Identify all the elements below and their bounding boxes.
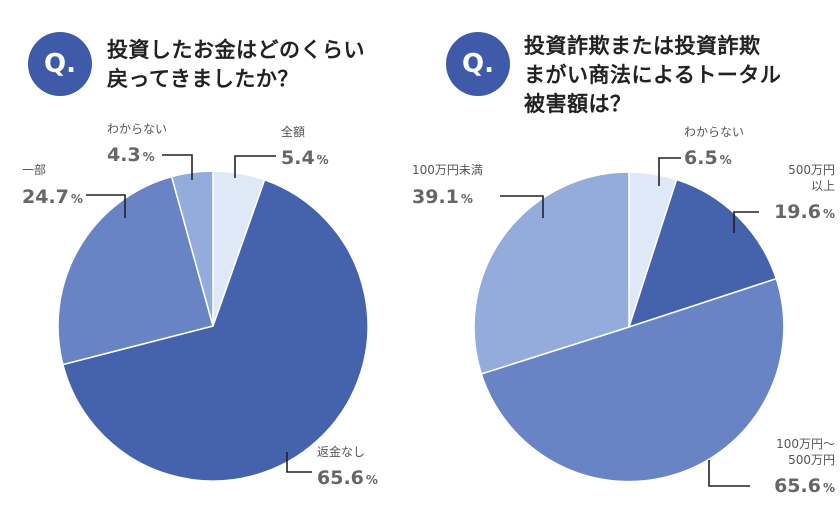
slice-label: わからない — [107, 122, 167, 136]
chart-title-line: 投資したお金はどのくらい — [107, 38, 365, 62]
pie-slice — [480, 277, 785, 483]
chart-title-line: まがい商法によるトータル — [524, 63, 782, 87]
slice-label: 100万円未満 — [412, 163, 483, 177]
pie-slice — [61, 178, 369, 482]
slice-label: わからない — [684, 125, 744, 139]
slice-value: 19.6% — [774, 201, 835, 223]
question-badge: Q. — [446, 32, 510, 96]
leader-line — [658, 157, 681, 186]
slice-value: 6.5% — [684, 147, 732, 169]
slice-label: 100万円～ — [776, 437, 835, 451]
pie-chart-return: 全額 5.4 % 返金なし 65.6 % 一部 24.7 % わからない 4.3% — [22, 122, 378, 489]
question-badge-label: Q. — [44, 49, 76, 79]
slice-value: 65.6% — [317, 467, 378, 489]
leader-line — [234, 155, 276, 178]
chart-title-line: 戻ってきましたか？ — [107, 67, 299, 91]
question-badge: Q. — [28, 32, 92, 96]
leader-line — [733, 211, 759, 233]
leader-line — [162, 154, 193, 180]
pie-panel-return: Q. 投資したお金はどのくらい 戻ってきましたか？ 全額 5.4% 返金なし 65.6… — [22, 32, 378, 489]
leader-line — [500, 195, 544, 218]
slice-label: 500万円 — [788, 453, 835, 467]
question-badge-label: Q. — [462, 49, 494, 79]
slice-label: 全額 — [281, 124, 305, 139]
slice-label: 500万円 — [788, 163, 835, 177]
chart-title-line: 投資詐欺または投資詐欺 — [524, 34, 761, 58]
slice-label: 以上 — [811, 179, 835, 193]
chart-title: 投資詐欺または投資詐欺 まがい商法によるトータル 被害額は？ — [524, 32, 781, 119]
slice-label: 一部 — [22, 162, 46, 177]
slice-value: 65.6% — [774, 475, 835, 497]
slice-value: 24.7% — [22, 186, 83, 208]
slice-label: 返金なし — [317, 444, 365, 459]
pie-slice — [473, 171, 630, 375]
leader-line — [286, 452, 312, 473]
leader-line — [708, 460, 750, 487]
slice-value: 4.3% — [107, 144, 155, 166]
slice-value: 39.1% — [412, 186, 473, 208]
chart-title: 投資したお金はどのくらい 戻ってきましたか？ — [107, 36, 365, 94]
pie-slice — [57, 175, 214, 366]
leader-line — [86, 194, 126, 218]
slice-value: 5.4% — [281, 147, 329, 169]
chart-title-line: 被害額は？ — [524, 92, 632, 116]
pie-panel-damage: Q. 投資詐欺または投資詐欺 まがい商法によるトータル 被害額は？ わからない 6… — [412, 0, 840, 515]
